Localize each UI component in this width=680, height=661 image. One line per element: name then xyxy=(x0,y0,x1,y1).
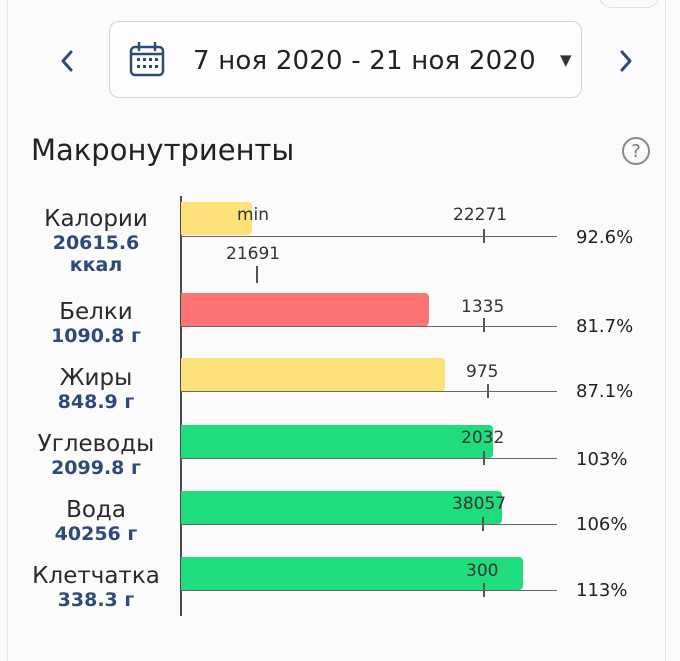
percent-value: 106% xyxy=(576,514,628,535)
frame-right-border xyxy=(665,0,666,661)
target-value: 300 xyxy=(466,561,499,581)
previous-period-button[interactable] xyxy=(52,44,82,78)
calendar-icon xyxy=(129,42,165,77)
nutrient-label-protein: Белки 1090.8 г xyxy=(16,299,176,347)
nutrient-value: 848.9 г xyxy=(57,391,135,413)
chevron-left-icon xyxy=(61,50,73,72)
min-value: 21691 xyxy=(226,244,281,264)
progress-bar-calories xyxy=(181,202,252,235)
nutrient-value: 2099.8 г xyxy=(51,457,141,479)
percent-value: 87.1% xyxy=(576,381,634,402)
nutrient-name: Клетчатка xyxy=(32,563,160,589)
nutrient-value: 1090.8 г xyxy=(51,325,141,347)
chevron-right-icon xyxy=(620,50,632,72)
min-label: min xyxy=(237,205,270,225)
nutrient-name: Жиры xyxy=(59,365,133,391)
nutrient-label-water: Вода 40256 г xyxy=(16,497,176,545)
target-value: 22271 xyxy=(453,205,508,225)
nutrient-value: 40256 г xyxy=(54,523,138,545)
chart-axis xyxy=(180,196,182,616)
percent-value: 113% xyxy=(576,580,628,601)
nutrient-value: 338.3 г xyxy=(57,589,135,611)
target-line xyxy=(181,590,557,591)
target-line xyxy=(181,236,557,237)
progress-bar-fat xyxy=(181,358,445,391)
nutrient-name: Вода xyxy=(66,497,126,523)
target-value: 2032 xyxy=(461,428,505,448)
nutrient-label-calories: Калории 20615.6 ккал xyxy=(16,206,176,276)
dropdown-caret-icon: ▼ xyxy=(560,51,572,69)
progress-bar-water xyxy=(181,491,502,524)
target-line xyxy=(181,326,557,327)
nutrient-name: Углеводы xyxy=(37,431,155,457)
nutrient-label-fiber: Клетчатка 338.3 г xyxy=(16,563,176,611)
target-line xyxy=(181,391,557,392)
percent-value: 103% xyxy=(576,449,628,470)
nutrient-name: Белки xyxy=(59,299,133,325)
nutrient-unit: ккал xyxy=(69,254,123,276)
target-value: 1335 xyxy=(461,297,505,317)
nutrient-label-carbs: Углеводы 2099.8 г xyxy=(16,431,176,479)
percent-value: 81.7% xyxy=(576,316,634,337)
percent-value: 92.6% xyxy=(576,227,634,248)
top-button-edge xyxy=(598,0,660,8)
target-line xyxy=(181,458,557,459)
nutrient-value: 20615.6 xyxy=(52,232,140,254)
progress-bar-carbs xyxy=(181,425,493,458)
frame-left-border xyxy=(7,0,8,661)
target-tick xyxy=(483,318,485,332)
target-line xyxy=(181,524,557,525)
progress-bar-protein xyxy=(181,293,429,326)
date-range-selector[interactable]: 7 ноя 2020 - 21 ноя 2020 ▼ xyxy=(109,21,582,98)
target-value: 38057 xyxy=(452,494,507,514)
nutrient-name: Калории xyxy=(44,206,148,232)
nutrient-label-fat: Жиры 848.9 г xyxy=(16,365,176,413)
target-value: 975 xyxy=(466,362,499,382)
next-period-button[interactable] xyxy=(611,44,641,78)
date-range-text: 7 ноя 2020 - 21 ноя 2020 xyxy=(193,46,536,76)
progress-bar-fiber xyxy=(181,557,523,590)
section-title: Макронутриенты xyxy=(31,133,295,167)
help-icon[interactable]: ? xyxy=(622,137,650,165)
min-tick xyxy=(256,266,258,283)
